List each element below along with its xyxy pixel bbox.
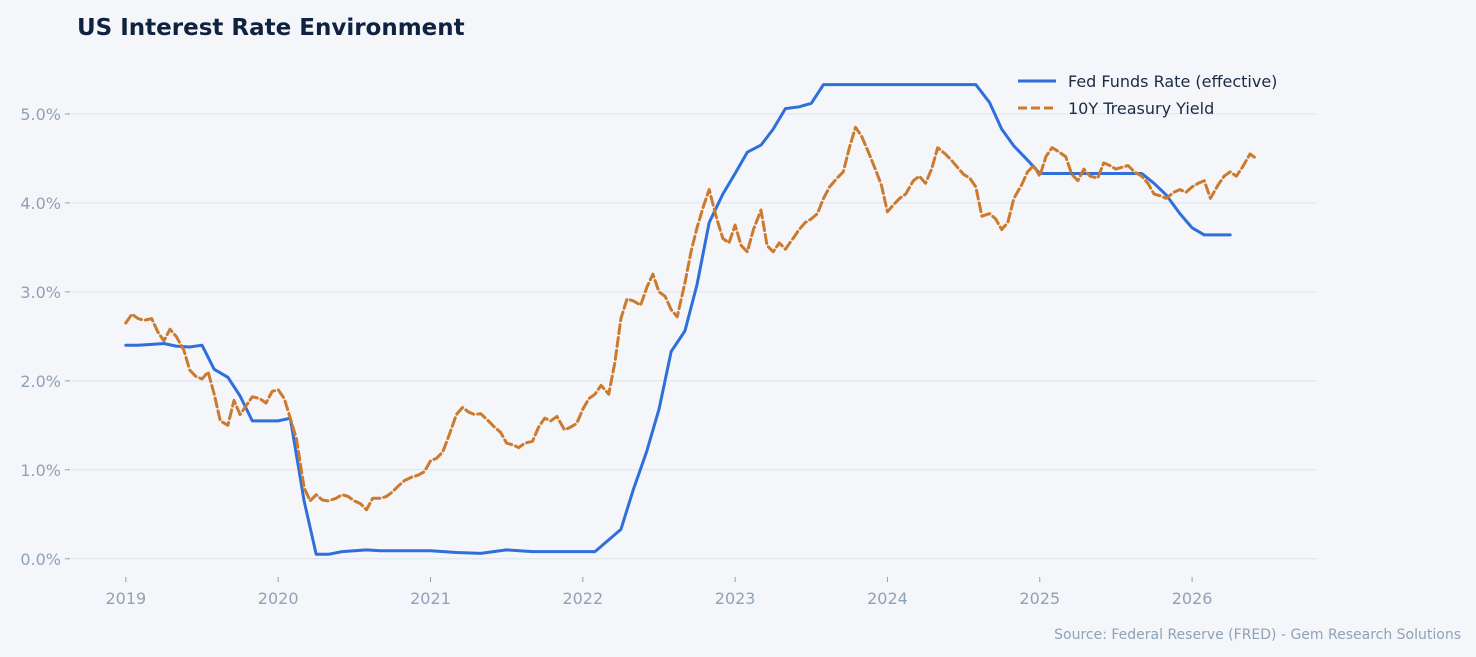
chart-title: US Interest Rate Environment	[77, 15, 465, 41]
x-tick-label: 2024	[867, 589, 908, 608]
y-tick-label: 5.0%	[20, 105, 61, 124]
y-axis-ticks: 0.0% 1.0% 2.0% 3.0% 4.0% 5.0%	[20, 105, 70, 569]
y-tick-label: 4.0%	[20, 194, 61, 213]
x-tick-label: 2025	[1019, 589, 1060, 608]
series-line-10y-treasury	[124, 125, 1258, 512]
x-tick-label: 2020	[258, 589, 299, 608]
y-tick-label: 0.0%	[20, 550, 61, 569]
legend-label-10y-treasury: 10Y Treasury Yield	[1068, 99, 1214, 118]
y-tick-label: 3.0%	[20, 283, 61, 302]
x-axis-ticks: 2019 2020 2021 2022 2023 2024 2025 2026	[105, 577, 1212, 608]
legend: Fed Funds Rate (effective) 10Y Treasury …	[1018, 72, 1277, 118]
legend-label-fed-funds: Fed Funds Rate (effective)	[1068, 72, 1277, 91]
series-lines	[124, 83, 1258, 556]
source-note: Source: Federal Reserve (FRED) - Gem Res…	[1054, 627, 1461, 643]
grid-lines	[71, 113, 1317, 560]
x-tick-label: 2026	[1172, 589, 1213, 608]
x-tick-label: 2022	[562, 589, 603, 608]
x-tick-label: 2019	[105, 589, 146, 608]
x-tick-label: 2021	[410, 589, 451, 608]
y-tick-label: 1.0%	[20, 461, 61, 480]
y-tick-label: 2.0%	[20, 372, 61, 391]
series-line-fed-funds	[124, 83, 1232, 556]
x-tick-label: 2023	[715, 589, 756, 608]
